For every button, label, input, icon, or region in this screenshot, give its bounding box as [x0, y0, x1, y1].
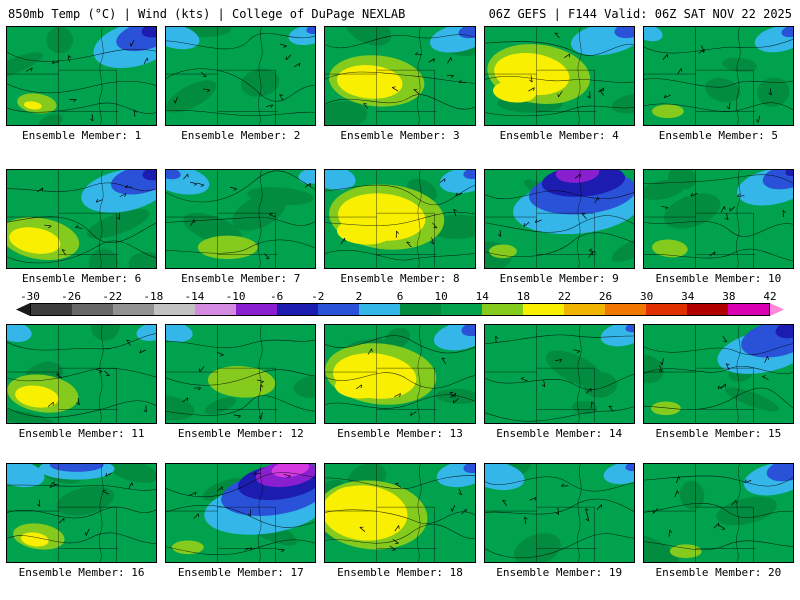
ensemble-row-4: Ensemble Member: 16 Ensemble Member: 17 En… [6, 463, 794, 580]
ensemble-member-label: Ensemble Member: 5 [658, 129, 778, 142]
colorbar-segment [195, 304, 236, 315]
ensemble-map-panel [324, 324, 476, 424]
ensemble-member-label: Ensemble Member: 9 [499, 272, 619, 285]
ensemble-map-panel [6, 324, 158, 424]
ensemble-map-panel [165, 463, 317, 563]
colorbar-tick-label: -2 [311, 290, 325, 303]
ensemble-maps-row-4 [6, 463, 794, 563]
ensemble-row-2: Ensemble Member: 6 Ensemble Member: 7 Ense… [6, 169, 794, 286]
colorbar-tick-label: 6 [396, 290, 404, 303]
colorbar-segment [236, 304, 277, 315]
colorbar-tick-label: -22 [102, 290, 123, 303]
ensemble-member-label: Ensemble Member: 8 [340, 272, 460, 285]
ensemble-member-label: Ensemble Member: 19 [496, 566, 623, 579]
ensemble-map-panel [324, 26, 476, 126]
colorbar-segment [31, 304, 72, 315]
ensemble-map-panel [165, 169, 317, 269]
colorbar-tick-label: 42 [763, 290, 777, 303]
ensemble-grid: Ensemble Member: 1 Ensemble Member: 2 Ense… [0, 26, 800, 580]
ensemble-map-panel [6, 26, 158, 126]
ensemble-labels-row-3: Ensemble Member: 11 Ensemble Member: 12 En… [6, 427, 794, 441]
ensemble-map-panel [483, 463, 635, 563]
colorbar-segment [523, 304, 564, 315]
ensemble-member-label: Ensemble Member: 15 [655, 427, 782, 440]
ensemble-map-panel [483, 169, 635, 269]
ensemble-member-label: Ensemble Member: 2 [181, 129, 301, 142]
ensemble-map-panel [483, 26, 635, 126]
ensemble-member-label: Ensemble Member: 18 [337, 566, 463, 579]
ensemble-map-panel [324, 463, 476, 563]
ensemble-map-panel [642, 169, 794, 269]
colorbar-tick-label: -14 [184, 290, 205, 303]
ensemble-member-label: Ensemble Member: 14 [496, 427, 623, 440]
colorbar-tick-label: 30 [640, 290, 654, 303]
ensemble-map-panel [6, 463, 158, 563]
ensemble-row-1: Ensemble Member: 1 Ensemble Member: 2 Ense… [6, 26, 794, 143]
colorbar-segment [605, 304, 646, 315]
colorbar-tick-label: 18 [516, 290, 530, 303]
colorbar-segment [482, 304, 523, 315]
ensemble-labels-row-4: Ensemble Member: 16 Ensemble Member: 17 En… [6, 566, 794, 580]
ensemble-map-panel [483, 324, 635, 424]
ensemble-labels-row-1: Ensemble Member: 1 Ensemble Member: 2 Ense… [6, 129, 794, 143]
ensemble-maps-row-2 [6, 169, 794, 269]
ensemble-member-label: Ensemble Member: 12 [177, 427, 304, 440]
colorbar-tick-label: 10 [434, 290, 448, 303]
colorbar-bar [16, 303, 784, 316]
colorbar-tick-label: 2 [355, 290, 363, 303]
header-right-text: 06Z GEFS | F144 Valid: 06Z SAT NOV 22 20… [488, 7, 792, 21]
colorbar-segment [318, 304, 359, 315]
colorbar-tick-label: -30 [20, 290, 40, 303]
colorbar-segment [646, 304, 687, 315]
ensemble-member-label: Ensemble Member: 10 [655, 272, 782, 285]
ensemble-member-label: Ensemble Member: 3 [340, 129, 460, 142]
ensemble-maps-row-3 [6, 324, 794, 424]
ensemble-map-panel [324, 169, 476, 269]
colorbar-left-arrow-icon [16, 303, 30, 316]
ensemble-map-panel [642, 26, 794, 126]
colorbar-tick-label: 14 [475, 290, 489, 303]
ensemble-map-panel [6, 169, 158, 269]
colorbar-ticks: -30 -26 -22 -18 -14 -10 -6 -2 2 6 10 14 18 22 26 30 34 38… [20, 290, 777, 303]
ensemble-map-panel [165, 26, 317, 126]
ensemble-labels-row-2: Ensemble Member: 6 Ensemble Member: 7 Ense… [6, 272, 794, 286]
colorbar-segment [72, 304, 113, 315]
colorbar-right-arrow-icon [770, 303, 784, 316]
colorbar-segment [441, 304, 482, 315]
colorbar-segment [400, 304, 441, 315]
ensemble-maps-row-1 [6, 26, 794, 126]
colorbar-body [30, 303, 770, 316]
header-left-text: 850mb Temp (°C) | Wind (kts) | College o… [8, 7, 406, 21]
ensemble-row-3: Ensemble Member: 11 Ensemble Member: 12 En… [6, 324, 794, 441]
colorbar-segment [728, 304, 769, 315]
colorbar-tick-label: 38 [722, 290, 736, 303]
colorbar-segment [154, 304, 195, 315]
ensemble-member-label: Ensemble Member: 17 [177, 566, 304, 579]
ensemble-member-label: Ensemble Member: 6 [21, 272, 142, 285]
ensemble-map-panel [642, 324, 794, 424]
colorbar-segment [359, 304, 400, 315]
ensemble-map-panel [165, 324, 317, 424]
colorbar-segment [113, 304, 154, 315]
colorbar-tick-label: 22 [557, 290, 572, 303]
colorbar-segment [277, 304, 318, 315]
ensemble-member-label: Ensemble Member: 1 [21, 129, 142, 142]
ensemble-member-label: Ensemble Member: 7 [181, 272, 301, 285]
ensemble-map-panel [642, 463, 794, 563]
ensemble-member-label: Ensemble Member: 11 [18, 427, 145, 440]
colorbar-tick-label: -6 [270, 290, 284, 303]
colorbar-tick-label: -10 [225, 290, 246, 303]
ensemble-member-label: Ensemble Member: 16 [18, 566, 145, 579]
header-bar: 850mb Temp (°C) | Wind (kts) | College o… [0, 0, 800, 24]
temperature-colorbar: -30 -26 -22 -18 -14 -10 -6 -2 2 6 10 14 18 22 26 30 34 38… [16, 290, 784, 316]
colorbar-tick-label: -18 [143, 290, 164, 303]
colorbar-tick-label: -26 [61, 290, 82, 303]
ensemble-member-label: Ensemble Member: 4 [499, 129, 619, 142]
colorbar-segment [687, 304, 728, 315]
ensemble-member-label: Ensemble Member: 13 [337, 427, 463, 440]
colorbar-tick-label: 34 [681, 290, 695, 303]
colorbar-segment [564, 304, 605, 315]
ensemble-member-label: Ensemble Member: 20 [655, 566, 782, 579]
colorbar-tick-label: 26 [598, 290, 613, 303]
